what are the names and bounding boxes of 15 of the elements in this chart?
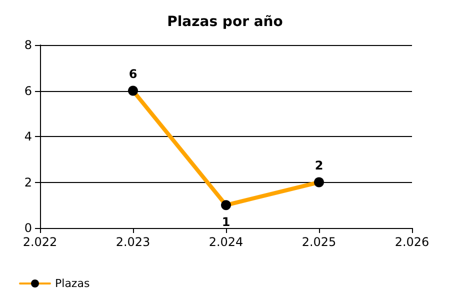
chart-title: Plazas por año: [167, 14, 284, 30]
data-label: 2: [314, 158, 324, 172]
x-tick-label: 2.022: [22, 235, 58, 249]
y-tick-label: 2: [24, 175, 32, 190]
x-tick-label: 2.023: [116, 235, 150, 249]
y-tick-label: 0: [24, 221, 32, 235]
x-tick-label: 2.026: [394, 235, 430, 249]
x-tick-label: 2.025: [302, 235, 336, 249]
data-label: 1: [222, 215, 230, 230]
y-tick-label: 4: [24, 130, 32, 144]
data-label: 6: [128, 66, 138, 81]
legend-label: Plazas: [55, 277, 90, 290]
x-tick-label: 2.024: [208, 235, 244, 249]
y-tick-label: 6: [24, 84, 32, 98]
y-tick-label: 8: [24, 38, 32, 52]
